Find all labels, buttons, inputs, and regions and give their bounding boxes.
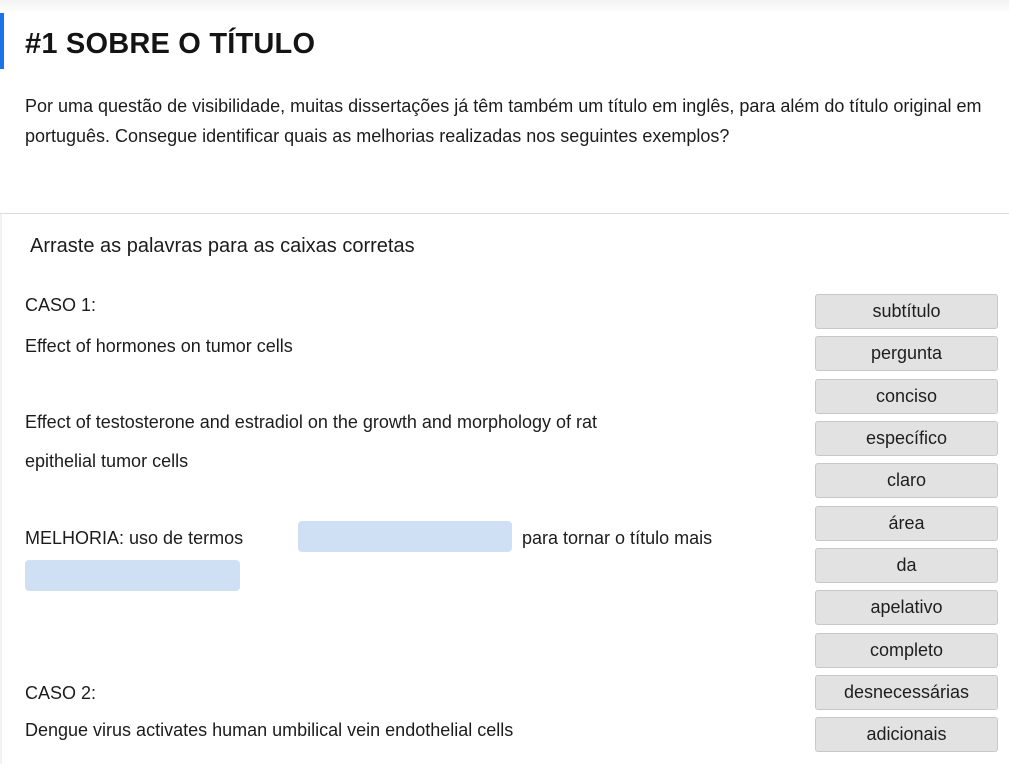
case1-label: CASO 1: <box>25 295 97 315</box>
word-chip-desnecessarias[interactable]: desnecessárias <box>815 675 998 711</box>
word-bank: subtítulo pergunta conciso específico cl… <box>815 294 998 760</box>
case2-label: CASO 2: <box>25 683 97 703</box>
word-chip-area[interactable]: área <box>815 505 998 541</box>
exercise-header: #1 SOBRE O TÍTULO Por uma questão de vis… <box>0 0 1009 214</box>
word-chip-pergunta[interactable]: pergunta <box>815 336 998 372</box>
page-edge <box>0 0 2 764</box>
word-chip-conciso[interactable]: conciso <box>815 378 998 414</box>
case1-improvement-prefix: MELHORIA: uso de termos <box>25 528 244 548</box>
instructions-text: Arraste as palavras para as caixas corre… <box>30 235 415 257</box>
drop-zone-1[interactable] <box>298 521 512 552</box>
drop-zone-2[interactable] <box>25 560 240 591</box>
word-chip-claro[interactable]: claro <box>815 463 998 499</box>
intro-text: Por uma questão de visibilidade, muitas … <box>25 96 982 146</box>
word-chip-especifico[interactable]: específico <box>815 421 998 457</box>
word-chip-subtitulo[interactable]: subtítulo <box>815 294 998 329</box>
case1-original-title: Effect of hormones on tumor cells <box>25 336 293 356</box>
word-chip-da[interactable]: da <box>815 548 998 584</box>
word-chip-adicionais[interactable]: adicionais <box>815 717 998 753</box>
title-accent-bar <box>0 13 4 69</box>
case1-improved-title-line1: Effect of testosterone and estradiol on … <box>25 412 598 432</box>
case2-original-title: Dengue virus activates human umbilical v… <box>25 720 514 740</box>
case1-improvement-middle: para tornar o título mais <box>522 528 713 548</box>
page-title: #1 SOBRE O TÍTULO <box>25 28 316 60</box>
word-chip-completo[interactable]: completo <box>815 632 998 668</box>
case1-improved-title-line2: epithelial tumor cells <box>25 451 189 471</box>
word-chip-apelativo[interactable]: apelativo <box>815 590 998 626</box>
